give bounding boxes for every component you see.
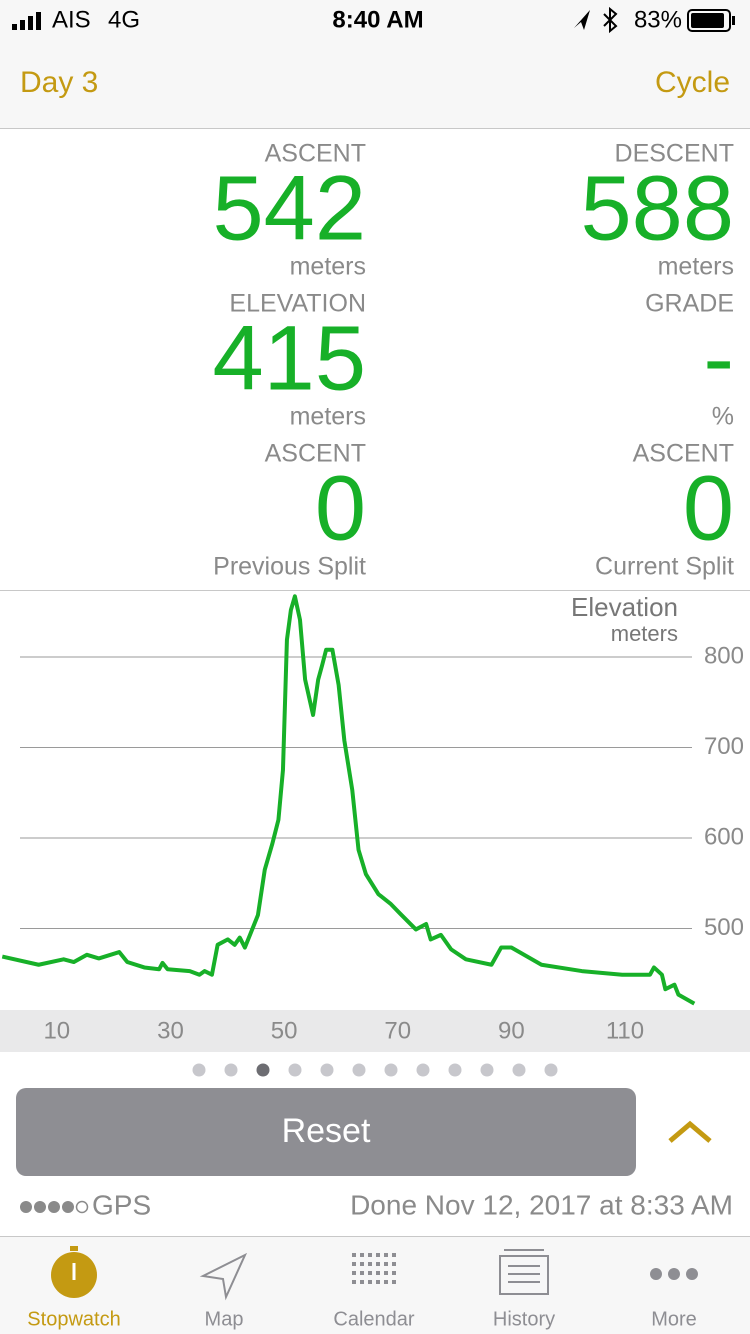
tab-label[interactable]: Map bbox=[205, 1308, 244, 1330]
stat-value: 0 bbox=[683, 457, 734, 559]
done-label: Done Nov 12, 2017 at 8:33 AM bbox=[350, 1189, 733, 1220]
stopwatch-icon[interactable] bbox=[51, 1246, 97, 1298]
stat-value: 415 bbox=[213, 307, 367, 409]
x-tick-label: 50 bbox=[271, 1017, 298, 1044]
carrier: AIS bbox=[52, 6, 91, 33]
y-tick-label: 800 bbox=[704, 642, 744, 669]
x-tick-label: 10 bbox=[43, 1017, 70, 1044]
chart-title: Elevation bbox=[571, 592, 678, 622]
header-bg bbox=[0, 0, 750, 128]
battery bbox=[687, 9, 731, 32]
tab-label[interactable]: Calendar bbox=[333, 1308, 415, 1330]
tab-label[interactable]: More bbox=[651, 1308, 697, 1330]
stat-value: 0 bbox=[315, 457, 366, 559]
stat-value: 542 bbox=[213, 157, 367, 259]
battery-level bbox=[691, 13, 724, 28]
calendar-icon[interactable] bbox=[352, 1253, 396, 1284]
stat-label: ASCENT bbox=[265, 140, 366, 168]
stat-unit: meters bbox=[658, 253, 734, 281]
y-tick-label: 500 bbox=[704, 914, 744, 941]
x-axis-band bbox=[0, 1010, 750, 1052]
battery-text: 83% bbox=[634, 6, 682, 33]
stat-unit: meters bbox=[290, 253, 366, 281]
tab-label[interactable]: Stopwatch bbox=[27, 1308, 120, 1330]
y-tick-label: 700 bbox=[704, 733, 744, 760]
network: 4G bbox=[108, 6, 140, 33]
stat-label: DESCENT bbox=[615, 140, 734, 168]
nav-left[interactable]: Day 3 bbox=[20, 66, 98, 99]
nav-right[interactable]: Cycle bbox=[655, 66, 730, 99]
tab-label[interactable]: History bbox=[493, 1308, 555, 1330]
stat-label: GRADE bbox=[645, 290, 734, 318]
y-axis-label: meters bbox=[611, 621, 678, 646]
x-tick-label: 110 bbox=[606, 1017, 644, 1044]
tab-bar bbox=[0, 1236, 750, 1334]
history-icon[interactable] bbox=[499, 1249, 549, 1295]
clock: 8:40 AM bbox=[332, 6, 423, 33]
stat-unit: Current Split bbox=[595, 553, 734, 581]
tabs: Stopwatch Map Calendar History More bbox=[27, 1308, 696, 1330]
gps-label: GPS bbox=[92, 1189, 151, 1220]
reset-button[interactable] bbox=[16, 1088, 636, 1176]
expand-chevron[interactable] bbox=[668, 1120, 712, 1143]
location-icon bbox=[574, 10, 590, 30]
signal bbox=[12, 12, 41, 30]
x-tick-label: 70 bbox=[384, 1017, 411, 1044]
stat-label: ASCENT bbox=[265, 440, 366, 468]
stat-value: 588 bbox=[581, 157, 735, 259]
stat-unit: % bbox=[712, 403, 734, 431]
elevation-line bbox=[1, 594, 696, 1006]
stat-label: ELEVATION bbox=[229, 290, 366, 318]
page-dots bbox=[192, 1063, 558, 1077]
stat-label: ASCENT bbox=[633, 440, 734, 468]
reset-label[interactable]: Reset bbox=[282, 1112, 371, 1150]
stats: ASCENT542metersDESCENT588metersELEVATION… bbox=[213, 140, 735, 581]
stat-value: - bbox=[703, 307, 734, 409]
bluetooth-icon bbox=[603, 6, 618, 34]
map-icon[interactable] bbox=[199, 1252, 248, 1301]
more-icon[interactable] bbox=[650, 1268, 698, 1280]
stat-unit: meters bbox=[290, 403, 366, 431]
chart: 500 600 700 800 10 30 50 70 90 110 bbox=[1, 594, 744, 1044]
battery-tip bbox=[732, 16, 735, 25]
gps-strength bbox=[20, 1200, 89, 1214]
y-tick-label: 600 bbox=[704, 823, 744, 850]
stat-unit: Previous Split bbox=[213, 553, 366, 581]
x-tick-label: 90 bbox=[498, 1017, 525, 1044]
x-tick-label: 30 bbox=[157, 1017, 184, 1044]
